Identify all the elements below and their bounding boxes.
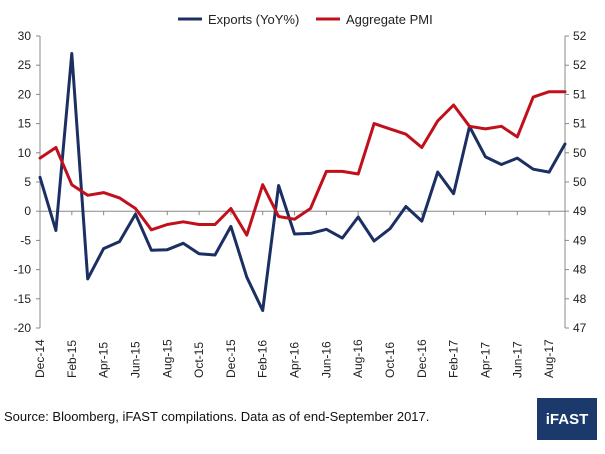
right-tick-label: 52 [573,58,587,72]
x-tick-label: Dec-15 [224,339,238,378]
x-tick-label: Apr-15 [97,342,111,378]
x-tick-label: Aug-17 [542,339,556,378]
right-tick-label: 51 [573,117,587,131]
x-tick-label: Jun-17 [510,341,524,378]
right-tick-label: 50 [573,146,587,160]
source-note: Source: Bloomberg, iFAST compilations. D… [4,409,430,424]
footer: Source: Bloomberg, iFAST compilations. D… [0,398,605,454]
left-tick-label: -5 [20,233,31,247]
x-tick-label: Jun-15 [128,341,142,378]
right-tick-label: 50 [573,175,587,189]
right-tick-label: 49 [573,233,587,247]
x-tick-label: Aug-15 [160,339,174,378]
left-tick-label: -10 [14,263,32,277]
ifast-logo: iFAST [537,398,597,440]
x-tick-label: Oct-15 [192,342,206,378]
x-tick-label: Apr-17 [478,342,492,378]
right-tick-label: 52 [573,29,587,43]
left-tick-label: 25 [18,58,32,72]
right-axis-ticks: 52 52 51 51 50 50 49 49 48 48 47 [565,29,587,335]
x-axis-ticks: Dec-14 Feb-15 Apr-15 Jun-15 Aug-15 Oct-15 Dec-… [33,211,556,378]
x-tick-label: Jun-16 [319,341,333,378]
x-tick-label: Aug-16 [351,339,365,378]
left-tick-label: 30 [18,29,32,43]
right-tick-label: 51 [573,87,587,101]
x-tick-label: Dec-14 [33,339,47,378]
legend: Exports (YoY%) Aggregate PMI [178,12,433,27]
right-tick-label: 48 [573,263,587,277]
legend-label: Exports (YoY%) [208,12,299,27]
legend-label: Aggregate PMI [346,12,433,27]
x-tick-label: Apr-16 [288,342,302,378]
left-tick-label: 20 [18,87,32,101]
right-tick-label: 48 [573,292,587,306]
left-axis-ticks: 30 25 20 15 10 5 0 -5 -10 -15 -20 [14,29,40,335]
left-tick-label: 15 [18,117,32,131]
series-lines [38,52,567,312]
left-tick-label: 10 [18,146,32,160]
left-tick-label: -20 [14,321,32,335]
x-tick-label: Oct-16 [383,342,397,378]
right-tick-label: 47 [573,321,587,335]
x-tick-label: Feb-17 [447,340,461,378]
axes [39,36,566,328]
left-tick-label: 5 [24,175,31,189]
left-tick-label: -15 [14,292,32,306]
x-tick-label: Feb-15 [65,340,79,378]
series-line [38,52,567,312]
x-tick-label: Feb-16 [256,340,270,378]
series-line [38,90,567,237]
left-tick-label: 0 [24,204,31,218]
right-tick-label: 49 [573,204,587,218]
x-tick-label: Dec-16 [415,339,429,378]
